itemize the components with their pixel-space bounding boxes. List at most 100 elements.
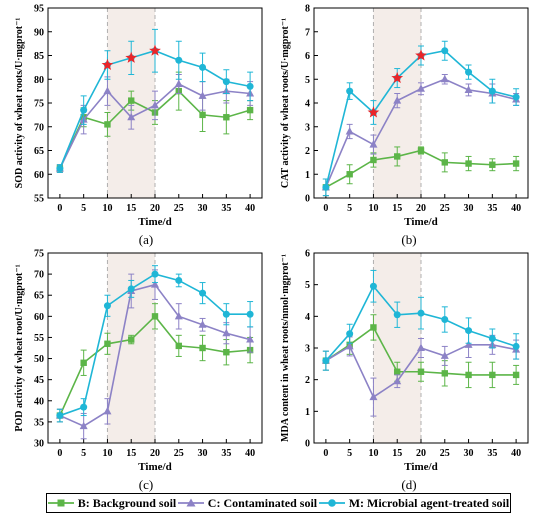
data-point-M: [151, 270, 159, 278]
y-tick-label: 55: [34, 194, 44, 205]
series-M: [56, 265, 254, 423]
y-tick-label: 4: [305, 99, 310, 110]
data-point-M: [393, 311, 401, 319]
x-tick-label: 40: [511, 203, 521, 214]
y-tick-label: 35: [34, 417, 44, 428]
data-point-B: [394, 368, 401, 375]
legend-marker-circle: [318, 499, 345, 507]
shaded-interval: [373, 253, 421, 443]
significance-star: [101, 58, 114, 71]
data-point-M: [465, 68, 473, 76]
x-tick-label: 40: [511, 448, 521, 459]
data-point-B: [223, 349, 230, 356]
data-point-M: [246, 82, 254, 90]
data-point-C: [440, 351, 449, 359]
data-point-M: [56, 165, 64, 173]
data-point-B: [512, 160, 520, 167]
data-point-B: [441, 159, 448, 166]
data-point-B: [370, 156, 377, 164]
data-point-M: [246, 310, 254, 318]
legend-item-microbial: M: Microbial agent-treated soil: [318, 496, 509, 511]
y-tick-label: 30: [34, 439, 44, 450]
data-point-M: [175, 56, 183, 64]
y-tick-label: 4: [305, 312, 310, 323]
data-point-M: [346, 330, 354, 338]
y-tick-label: 65: [34, 291, 44, 302]
y-tick-label: 5: [305, 280, 310, 291]
data-point-C: [222, 328, 231, 337]
x-tick-label: 20: [150, 203, 160, 214]
y-tick-label: 8: [305, 4, 310, 15]
data-point-C: [464, 340, 473, 348]
legend-item-contaminated: C: Contaminated soil: [177, 496, 317, 511]
data-point-M: [417, 309, 425, 317]
y-tick-label: 3: [305, 344, 310, 355]
data-point-M: [465, 327, 473, 335]
data-point-B: [128, 97, 135, 104]
legend-marker-triangle: [177, 498, 204, 507]
data-point-M: [222, 78, 230, 86]
data-point-C: [198, 320, 207, 328]
x-tick-label: 20: [416, 203, 426, 214]
x-tick-label: 0: [323, 203, 328, 214]
data-point-M: [488, 87, 496, 95]
y-tick-label: 90: [34, 27, 44, 38]
x-tick-label: 30: [198, 448, 208, 459]
significance-star: [149, 44, 161, 56]
x-tick-label: 5: [347, 203, 352, 214]
data-point-B: [246, 106, 254, 114]
data-point-M: [175, 276, 183, 284]
series-M: [322, 269, 520, 371]
y-tick-label: 5: [305, 75, 310, 86]
x-tick-label: 5: [81, 448, 86, 459]
data-point-B: [104, 340, 111, 347]
data-point-M: [127, 285, 135, 293]
data-point-C: [174, 79, 183, 87]
panel-c-pod: 30 35 40 45 50 55 60 65 70 75 0 5 10 15 20 25 30 35 40 Time…: [14, 249, 263, 492]
significance-star: [391, 71, 404, 84]
y-tick-label: 65: [34, 146, 44, 157]
data-point-M: [80, 106, 88, 114]
x-tick-label: 35: [221, 203, 231, 214]
y-tick-label: 0: [305, 439, 310, 450]
x-axis-label: Time/d: [404, 461, 437, 473]
x-tick-label: 30: [464, 203, 474, 214]
data-point-C: [440, 74, 449, 83]
data-point-M: [199, 289, 207, 297]
data-point-B: [104, 121, 111, 128]
data-point-B: [465, 160, 472, 167]
panel-label: (b): [401, 232, 416, 247]
data-point-C: [127, 112, 136, 121]
x-tick-label: 25: [440, 448, 450, 459]
x-tick-label: 5: [347, 448, 352, 459]
data-point-M: [103, 302, 111, 310]
data-point-C: [103, 406, 112, 415]
legend-marker-square: [47, 499, 74, 507]
data-point-B: [370, 324, 377, 331]
x-tick-label: 30: [198, 203, 208, 214]
x-tick-label: 0: [57, 448, 62, 459]
y-tick-label: 60: [34, 312, 44, 323]
data-point-C: [417, 343, 425, 351]
y-tick-label: 75: [34, 249, 44, 260]
y-tick-label: 3: [305, 122, 310, 133]
y-tick-label: 1: [305, 407, 310, 418]
x-axis-label: Time/d: [404, 216, 437, 228]
data-point-B: [80, 359, 87, 366]
data-point-C: [417, 84, 425, 92]
x-tick-label: 10: [102, 448, 112, 459]
y-tick-label: 75: [34, 99, 44, 110]
x-axis-label: Time/d: [138, 216, 171, 228]
y-tick-label: 55: [34, 333, 44, 344]
y-tick-label: 45: [34, 375, 44, 386]
data-point-B: [465, 371, 472, 379]
y-tick-label: 70: [34, 270, 44, 281]
data-point-M: [512, 93, 520, 101]
y-axis-label: SOD activity of wheat roots/U·mgprot⁻¹: [14, 18, 25, 189]
data-point-C: [79, 421, 88, 430]
data-point-C: [345, 127, 354, 135]
data-point-C: [198, 91, 207, 99]
data-point-B: [417, 368, 425, 375]
x-tick-label: 20: [416, 448, 426, 459]
data-point-C: [369, 140, 378, 148]
